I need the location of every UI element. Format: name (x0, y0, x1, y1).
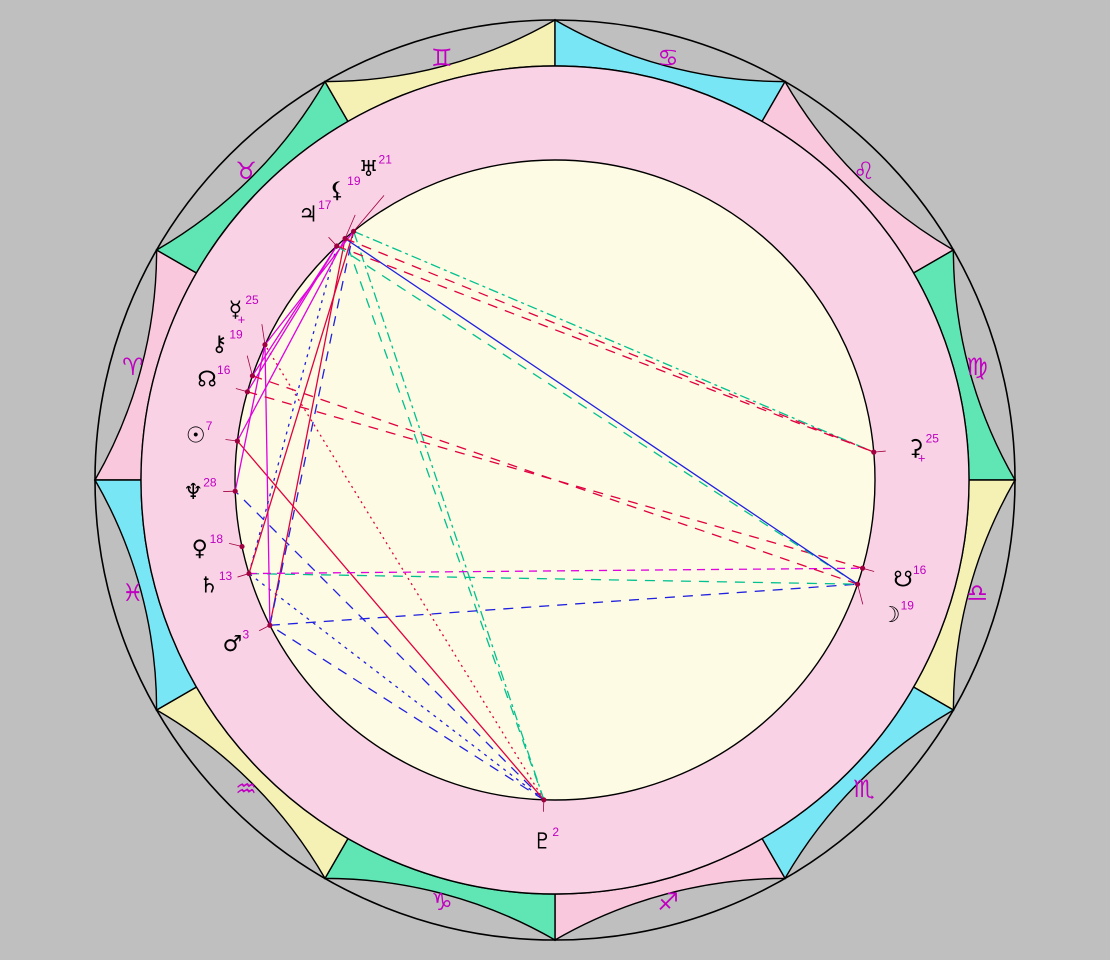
planet-glyph-nnode: ☊ (197, 368, 217, 393)
planet-degree-ceres: 25 (926, 431, 940, 445)
planet-degree-nnode: 16 (217, 363, 231, 377)
planet-degree-uranus: 21 (379, 153, 393, 167)
planet-glyph-chiron: ⚷ (211, 332, 227, 357)
planet-glyph-lilith: ⚸ (329, 178, 345, 203)
zodiac-glyph-aquarius: ♒ (235, 775, 257, 803)
natal-chart: ♈♉♊♋♌♍♎♏♐♑♒♓♇2♂3♄13♀18♆28☉7☊16⚷19☿25+♃17… (0, 0, 1110, 960)
zodiac-glyph-virgo: ♍ (966, 353, 988, 381)
planet-degree-venus: 18 (210, 532, 224, 546)
planet-degree-mars: 3 (242, 627, 249, 641)
planet-glyph-sun: ☉ (186, 423, 206, 448)
zodiac-glyph-libra: ♎ (966, 579, 988, 607)
planet-glyph-snode: ☋ (893, 567, 913, 592)
planet-glyph-saturn: ♄ (199, 573, 219, 598)
planet-degree-moon: 19 (901, 599, 915, 613)
zodiac-glyph-leo: ♌ (853, 157, 875, 185)
zodiac-glyph-sagittarius: ♐ (657, 888, 679, 916)
planet-glyph-uranus: ♅ (359, 157, 379, 182)
zodiac-glyph-pisces: ♓ (122, 579, 144, 607)
planet-retro-ceres: + (918, 450, 926, 465)
planet-glyph-jupiter: ♃ (298, 203, 318, 228)
planet-glyph-venus: ♀ (192, 537, 208, 562)
zodiac-glyph-aries: ♈ (122, 353, 144, 381)
planet-degree-pluto: 2 (552, 825, 559, 839)
planet-glyph-moon: ☽ (881, 603, 901, 628)
planet-degree-neptune: 28 (203, 476, 217, 490)
planet-glyph-neptune: ♆ (183, 480, 203, 505)
zodiac-glyph-gemini: ♊ (431, 44, 453, 72)
planet-degree-chiron: 19 (229, 327, 243, 341)
planet-degree-sun: 7 (206, 419, 213, 433)
zodiac-glyph-capricorn: ♑ (431, 888, 453, 916)
zodiac-glyph-cancer: ♋ (657, 44, 679, 72)
planet-retro-mercury: + (238, 312, 246, 327)
zodiac-glyph-scorpio: ♏ (853, 775, 875, 803)
planet-degree-saturn: 13 (219, 569, 233, 583)
zodiac-glyph-taurus: ♉ (235, 157, 257, 185)
planet-degree-mercury: 25 (245, 293, 259, 307)
planet-glyph-pluto: ♇ (532, 829, 552, 854)
planet-degree-snode: 16 (913, 563, 927, 577)
planet-glyph-mars: ♂ (223, 632, 243, 657)
